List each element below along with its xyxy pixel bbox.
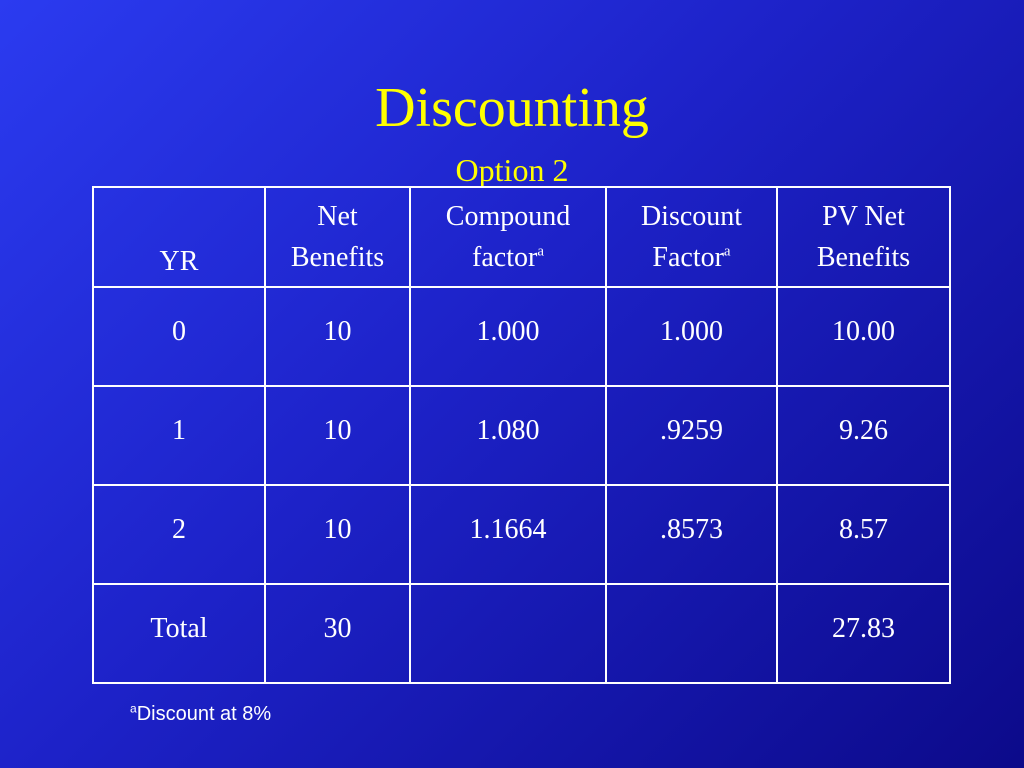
table-cell-pv-net-benefits: 27.83 [776,583,951,684]
table-row: 0 10 1.000 1.000 10.00 [92,286,951,387]
footnote-marker: a [537,243,544,260]
table-cell-compound-factor: 1.080 [409,385,607,486]
table-header-row: YR Net Benefits Compound factora Discoun… [92,186,951,288]
header-cell-discount-factor: Discount Factora [605,186,778,288]
footnote-marker: a [130,701,137,716]
table-cell-net-benefits: 10 [264,286,411,387]
header-label: Factor [652,242,724,273]
header-label: Benefits [816,242,911,273]
table-cell-yr: 2 [92,484,266,585]
slide-subtitle: Option 2 [455,152,569,188]
header-label: Discount [640,201,743,232]
table-cell-compound-factor [409,583,607,684]
header-label: YR [159,246,199,277]
header-cell-net-benefits: Net Benefits [264,186,411,288]
table-cell-discount-factor: .9259 [605,385,778,486]
header-label: PV Net [822,201,905,232]
table-cell-discount-factor: 1.000 [605,286,778,387]
header-label: factor [472,242,538,273]
table-cell-yr: 1 [92,385,266,486]
header-label: Compound [445,201,571,232]
table-cell-discount-factor: .8573 [605,484,778,585]
table-cell-yr: 0 [92,286,266,387]
table-row-total: Total 30 27.83 [92,583,951,684]
slide-title: Discounting [375,77,649,139]
header-cell-pv-net-benefits: PV Net Benefits [776,186,951,288]
table-cell-compound-factor: 1.1664 [409,484,607,585]
header-cell-yr: YR [92,186,266,288]
table-cell-net-benefits: 30 [264,583,411,684]
footnote-marker: a [723,243,731,260]
footnote-text: Discount at 8% [136,703,272,725]
table-cell-compound-factor: 1.000 [409,286,607,387]
discounting-table: YR Net Benefits Compound factora Discoun… [92,186,951,684]
header-cell-compound-factor: Compound factora [409,186,607,288]
header-label-with-sup: Factora [611,237,772,278]
table-cell-pv-net-benefits: 8.57 [776,484,951,585]
header-label: Net [317,201,358,232]
footnote: aDiscount at 8% [130,700,271,728]
table-cell-net-benefits: 10 [264,484,411,585]
table-cell-net-benefits: 10 [264,385,411,486]
header-label-with-sup: factora [415,237,601,278]
table-cell-pv-net-benefits: 9.26 [776,385,951,486]
table-row: 2 10 1.1664 .8573 8.57 [92,484,951,585]
header-label: Benefits [290,242,385,273]
table-cell-discount-factor [605,583,778,684]
table-cell-yr: Total [92,583,266,684]
table-cell-pv-net-benefits: 10.00 [776,286,951,387]
table-row: 1 10 1.080 .9259 9.26 [92,385,951,486]
